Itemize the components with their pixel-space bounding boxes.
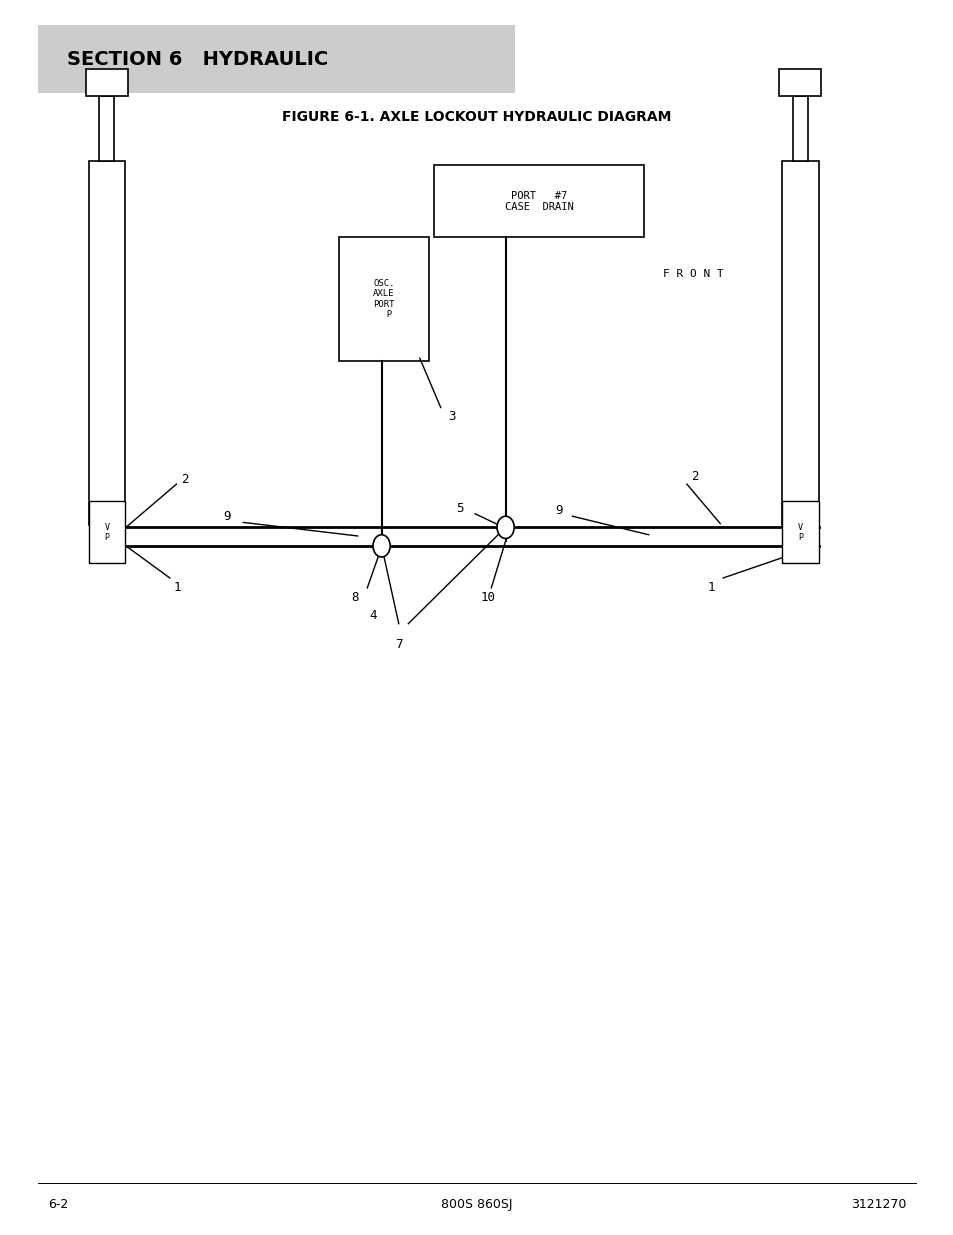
Text: 5: 5	[456, 503, 463, 515]
Text: 9: 9	[555, 504, 562, 516]
Text: 3121270: 3121270	[850, 1198, 905, 1210]
Text: 6-2: 6-2	[48, 1198, 68, 1210]
Bar	[89, 161, 125, 525]
Text: 3: 3	[448, 410, 456, 422]
Text: F R O N T: F R O N T	[662, 269, 723, 279]
Text: OSC.
AXLE
PORT
  P: OSC. AXLE PORT P	[373, 279, 395, 319]
Text: 8: 8	[351, 592, 358, 604]
Text: 4: 4	[369, 609, 376, 621]
Bar	[38, 25, 515, 93]
Bar	[781, 501, 818, 563]
Circle shape	[497, 516, 514, 538]
Circle shape	[373, 535, 390, 557]
Text: 9: 9	[223, 510, 231, 522]
Bar	[792, 96, 807, 161]
Bar	[779, 69, 821, 96]
Bar	[99, 96, 114, 161]
Text: 2: 2	[181, 473, 189, 485]
Text: FIGURE 6-1. AXLE LOCKOUT HYDRAULIC DIAGRAM: FIGURE 6-1. AXLE LOCKOUT HYDRAULIC DIAGR…	[282, 110, 671, 125]
Text: 10: 10	[480, 592, 496, 604]
Bar	[89, 501, 125, 563]
Bar	[781, 161, 818, 525]
Text: 800S 860SJ: 800S 860SJ	[441, 1198, 512, 1210]
Text: V
P: V P	[104, 522, 110, 542]
Text: 2: 2	[690, 471, 698, 483]
Text: 1: 1	[707, 582, 715, 594]
Bar	[434, 165, 643, 237]
Text: SECTION 6   HYDRAULIC: SECTION 6 HYDRAULIC	[67, 49, 328, 69]
Bar	[338, 237, 429, 361]
Bar	[86, 69, 128, 96]
Text: 7: 7	[395, 638, 402, 651]
Text: 1: 1	[173, 582, 181, 594]
Text: PORT   #7
CASE  DRAIN: PORT #7 CASE DRAIN	[504, 190, 573, 212]
Text: V
P: V P	[797, 522, 802, 542]
